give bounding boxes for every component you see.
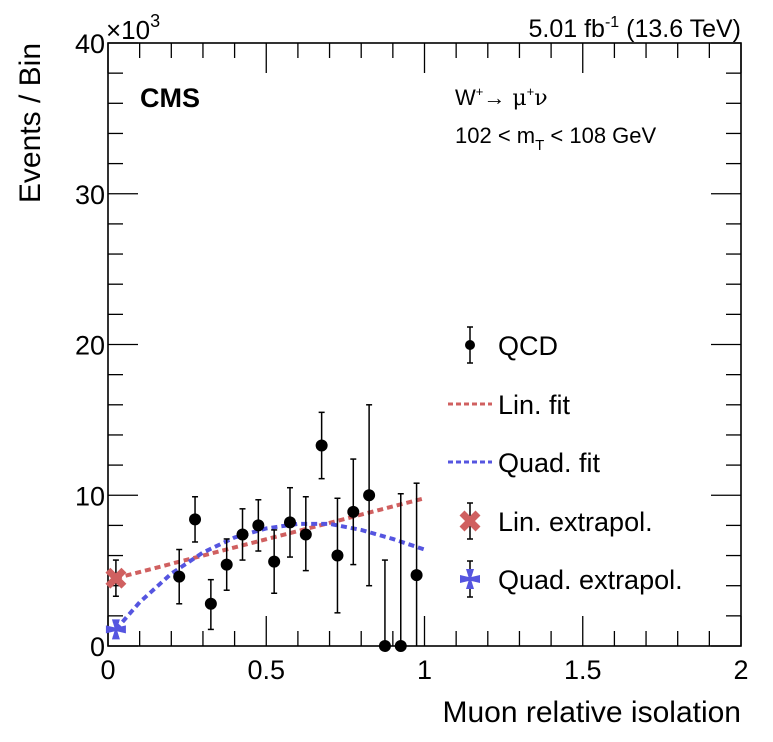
y-tick-label: 20: [75, 331, 105, 361]
qcd-data-point: [173, 570, 186, 583]
legend-qcd-point-icon: [465, 340, 475, 350]
x-axis-title: Muon relative isolation: [443, 696, 742, 729]
linear-fit-line: [115, 496, 426, 581]
legend-label: QCD: [498, 331, 558, 361]
y-tick-label: 40: [75, 29, 105, 59]
lumi-label: 5.01 fb-1 (13.6 TeV): [528, 14, 741, 43]
legend-lin-extrapol-icon-stroke: [459, 510, 481, 532]
legend-label: Lin. fit: [498, 390, 571, 420]
legend-entry: QCD: [465, 326, 558, 364]
y-tick-label: 10: [75, 481, 105, 511]
qcd-data-point: [331, 549, 344, 562]
legend-entry: Quad. fit: [448, 448, 601, 478]
y-multiplier: ×103: [106, 11, 160, 45]
quadratic-fit-line: [114, 521, 426, 631]
qcd-data-point: [299, 528, 312, 541]
quad-extrapol-marker-shape: [105, 619, 126, 640]
qcd-data-point: [378, 640, 391, 652]
qcd-data-point: [363, 489, 376, 502]
quad-extrapol-marker: [105, 619, 126, 640]
legend-label: Quad. extrapol.: [498, 565, 683, 595]
legend-entry: Lin. fit: [448, 390, 571, 420]
legend-label: Lin. extrapol.: [498, 507, 653, 537]
qcd-data-point: [268, 555, 281, 568]
x-tick-label: 0.5: [247, 655, 285, 685]
qcd-data-point: [347, 505, 360, 518]
data-points: [105, 404, 423, 652]
qcd-data-point: [204, 597, 217, 610]
legend-label: Quad. fit: [498, 448, 601, 478]
x-tick-label: 1.5: [564, 655, 602, 685]
mt-range-annotation: 102 < mT < 108 GeV: [455, 123, 657, 154]
cms-label: CMS: [140, 83, 200, 113]
lin-extrapol-marker: [105, 567, 127, 589]
fit-lines: [114, 496, 426, 631]
legend-entry: Quad. extrapol.: [460, 560, 683, 598]
qcd-data-point: [394, 640, 407, 652]
qcd-data-point: [236, 528, 249, 541]
y-axis-title: Events / Bin: [14, 43, 47, 203]
y-tick-label: 30: [75, 180, 105, 210]
legend-lin-extrapol-icon: [459, 510, 481, 532]
legend-quad-extrapol-icon-shape: [460, 569, 480, 589]
y-tick-label: 0: [90, 632, 105, 662]
legend-quad-extrapol-icon: [460, 569, 480, 589]
legend-entry: Lin. extrapol.: [459, 502, 653, 540]
qcd-data-point: [410, 569, 423, 582]
x-tick-label: 0: [100, 655, 115, 685]
qcd-data-point: [315, 439, 328, 452]
qcd-data-point: [189, 513, 202, 526]
qcd-data-point: [283, 516, 296, 529]
qcd-data-point: [252, 519, 265, 532]
x-tick-label: 2: [733, 655, 748, 685]
process-annotation: W+→ μ+ν: [455, 84, 548, 111]
x-tick-label: 1: [417, 655, 432, 685]
qcd-data-point: [220, 558, 233, 571]
legend: QCD Lin. fit Quad. fit Lin. extrapol. Quad. …: [448, 326, 683, 598]
lin-extrapol-marker-stroke: [105, 567, 127, 589]
